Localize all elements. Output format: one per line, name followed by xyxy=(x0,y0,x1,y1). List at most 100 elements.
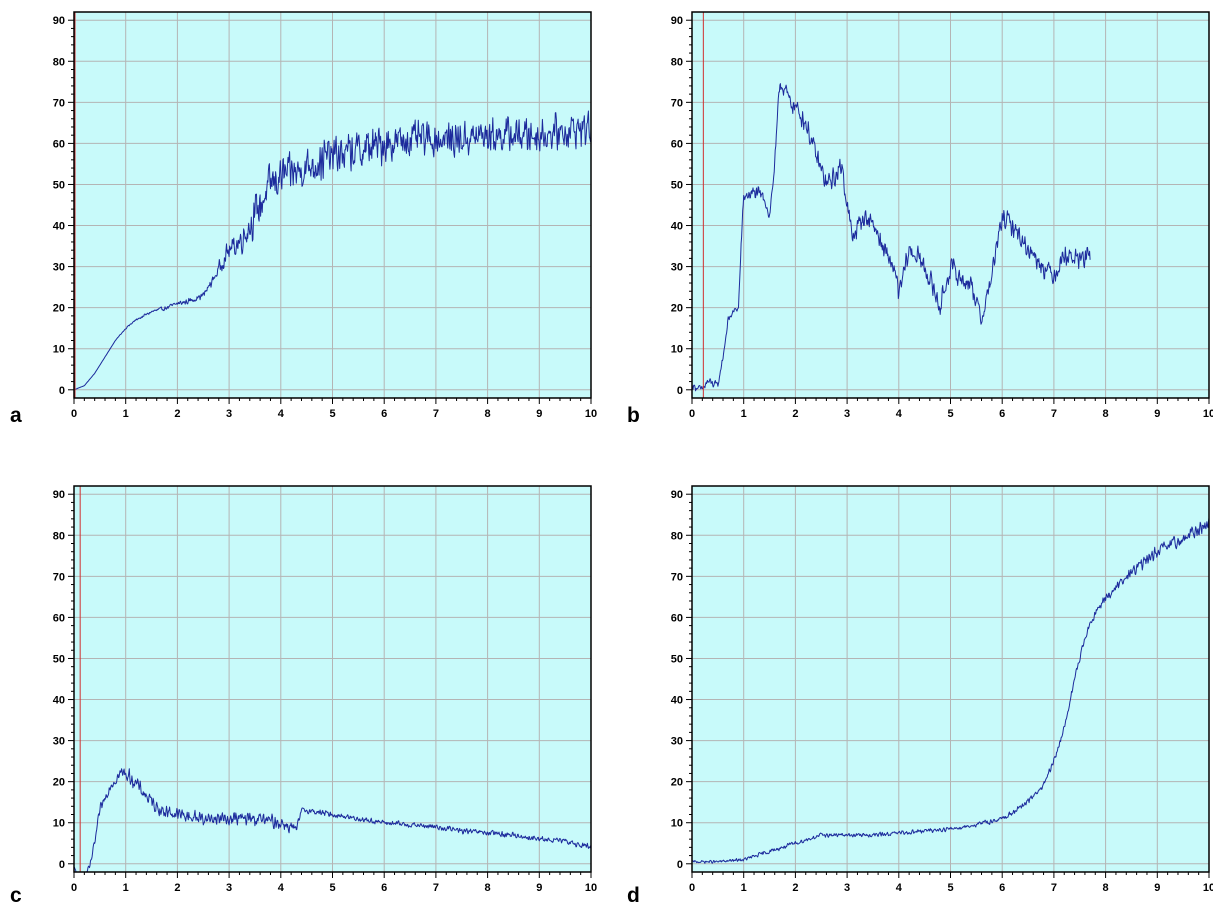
y-tick-label-a-8: 80 xyxy=(53,56,65,68)
x-tick-label-b-2: 2 xyxy=(792,408,798,420)
grid-c xyxy=(73,486,592,872)
x-tick-label-b-10: 10 xyxy=(1203,408,1213,420)
x-tick-label-b-5: 5 xyxy=(947,408,953,420)
x-tick-label-d-10: 10 xyxy=(1203,882,1213,894)
panel-label-c: c xyxy=(10,884,22,907)
y-tick-label-c-8: 80 xyxy=(53,530,65,542)
series-line-d xyxy=(692,517,1210,864)
x-tick-label-a-8: 8 xyxy=(485,408,491,420)
y-tick-label-d-4: 40 xyxy=(671,695,683,707)
y-tick-label-b-2: 20 xyxy=(671,303,683,315)
x-tick-label-a-3: 3 xyxy=(226,408,232,420)
y-tick-label-d-3: 30 xyxy=(671,736,683,748)
chart-d-svg: 0 1 2 3 4 5 6 7 8 9 10 0 10 20 30 40 50 60 70 80 90 xyxy=(671,485,1213,894)
x-tick-label-a-4: 4 xyxy=(278,408,285,420)
x-tick-label-d-9: 9 xyxy=(1154,882,1160,894)
x-tick-label-c-6: 6 xyxy=(381,882,387,894)
y-tick-label-a-3: 30 xyxy=(53,262,65,274)
chart-panel-a: 0 1 2 3 4 5 6 7 8 9 10 0 10 20 30 40 50 60 70 80 90 xyxy=(38,10,597,434)
x-tick-label-a-6: 6 xyxy=(381,408,387,420)
y-tick-label-c-5: 50 xyxy=(53,653,65,665)
x-tick-label-a-0: 0 xyxy=(71,408,77,420)
y-tick-label-d-7: 70 xyxy=(671,571,683,583)
x-tick-label-a-10: 10 xyxy=(585,408,597,420)
chart-panel-c: 0 1 2 3 4 5 6 7 8 9 10 0 10 20 30 40 50 60 70 80 90 xyxy=(38,484,597,908)
y-tick-label-a-1: 10 xyxy=(53,344,65,356)
series-line-a xyxy=(73,110,592,391)
y-tick-label-b-5: 50 xyxy=(671,179,683,191)
y-tick-label-c-7: 70 xyxy=(53,571,65,583)
x-tick-label-c-2: 2 xyxy=(174,882,180,894)
y-tick-label-b-3: 30 xyxy=(671,262,683,274)
y-tick-label-b-9: 90 xyxy=(671,15,683,27)
x-tick-label-a-7: 7 xyxy=(433,408,439,420)
plot-frame-a xyxy=(73,11,592,399)
panel-label-a: a xyxy=(10,404,22,427)
y-tick-label-a-5: 50 xyxy=(53,179,65,191)
x-tick-label-b-8: 8 xyxy=(1103,408,1109,420)
x-tick-label-a-5: 5 xyxy=(329,408,335,420)
series-line-b xyxy=(691,83,1091,392)
x-tick-label-d-6: 6 xyxy=(999,882,1005,894)
x-tick-label-a-9: 9 xyxy=(536,408,542,420)
x-tick-label-c-9: 9 xyxy=(536,882,542,894)
x-tick-label-c-0: 0 xyxy=(71,882,77,894)
x-tick-label-c-8: 8 xyxy=(485,882,491,894)
y-tick-label-c-0: 0 xyxy=(59,859,65,871)
x-tick-label-c-1: 1 xyxy=(123,882,129,894)
x-tick-label-c-3: 3 xyxy=(226,882,232,894)
chart-a-svg: 0 1 2 3 4 5 6 7 8 9 10 0 10 20 30 40 50 60 70 80 90 xyxy=(53,11,597,420)
y-tick-label-d-8: 80 xyxy=(671,530,683,542)
x-tick-label-d-3: 3 xyxy=(844,882,850,894)
x-tick-label-d-7: 7 xyxy=(1051,882,1057,894)
y-tick-label-d-1: 10 xyxy=(671,818,683,830)
y-tick-label-a-2: 20 xyxy=(53,303,65,315)
x-tick-label-b-4: 4 xyxy=(896,408,903,420)
y-tick-label-c-4: 40 xyxy=(53,695,65,707)
y-tick-label-a-6: 60 xyxy=(53,138,65,150)
x-tick-label-d-4: 4 xyxy=(896,882,903,894)
y-tick-label-c-1: 10 xyxy=(53,818,65,830)
x-tick-label-d-8: 8 xyxy=(1103,882,1109,894)
series-line-c xyxy=(73,768,592,873)
x-tick-label-b-9: 9 xyxy=(1154,408,1160,420)
panel-label-b: b xyxy=(627,404,640,427)
x-tick-label-b-3: 3 xyxy=(844,408,850,420)
x-tick-label-c-4: 4 xyxy=(278,882,285,894)
x-tick-label-d-1: 1 xyxy=(741,882,747,894)
x-tick-label-c-7: 7 xyxy=(433,882,439,894)
x-tick-label-a-1: 1 xyxy=(123,408,129,420)
y-tick-label-b-8: 80 xyxy=(671,56,683,68)
x-tick-label-d-2: 2 xyxy=(792,882,798,894)
y-tick-label-d-6: 60 xyxy=(671,612,683,624)
x-tick-label-c-5: 5 xyxy=(329,882,335,894)
plot-frame-d xyxy=(691,485,1210,873)
chart-c-svg: 0 1 2 3 4 5 6 7 8 9 10 0 10 20 30 40 50 60 70 80 90 xyxy=(53,485,597,894)
y-tick-label-c-2: 20 xyxy=(53,777,65,789)
x-tick-label-c-10: 10 xyxy=(585,882,597,894)
y-tick-label-b-4: 40 xyxy=(671,221,683,233)
y-tick-label-a-9: 90 xyxy=(53,15,65,27)
y-tick-label-c-3: 30 xyxy=(53,736,65,748)
y-tick-label-c-6: 60 xyxy=(53,612,65,624)
chart-b-svg: 0 1 2 3 4 5 6 7 8 9 10 0 10 20 30 40 50 60 70 80 90 xyxy=(671,11,1213,420)
y-tick-label-b-1: 10 xyxy=(671,344,683,356)
y-tick-label-a-0: 0 xyxy=(59,385,65,397)
x-tick-label-d-5: 5 xyxy=(947,882,953,894)
y-tick-label-d-5: 50 xyxy=(671,653,683,665)
x-tick-label-b-7: 7 xyxy=(1051,408,1057,420)
x-tick-label-b-6: 6 xyxy=(999,408,1005,420)
chart-panel-b: 0 1 2 3 4 5 6 7 8 9 10 0 10 20 30 40 50 60 70 80 90 xyxy=(656,10,1213,434)
y-tick-label-d-9: 90 xyxy=(671,489,683,501)
y-tick-label-b-6: 60 xyxy=(671,138,683,150)
x-tick-label-a-2: 2 xyxy=(174,408,180,420)
panel-label-d: d xyxy=(627,884,640,907)
chart-panel-d: 0 1 2 3 4 5 6 7 8 9 10 0 10 20 30 40 50 60 70 80 90 xyxy=(656,484,1213,908)
y-tick-label-b-7: 70 xyxy=(671,97,683,109)
plot-frame-c xyxy=(73,485,592,873)
x-tick-label-b-1: 1 xyxy=(741,408,747,420)
y-tick-label-a-7: 70 xyxy=(53,97,65,109)
x-tick-label-d-0: 0 xyxy=(689,882,695,894)
plot-frame-b xyxy=(691,11,1210,399)
y-tick-label-b-0: 0 xyxy=(677,385,683,397)
